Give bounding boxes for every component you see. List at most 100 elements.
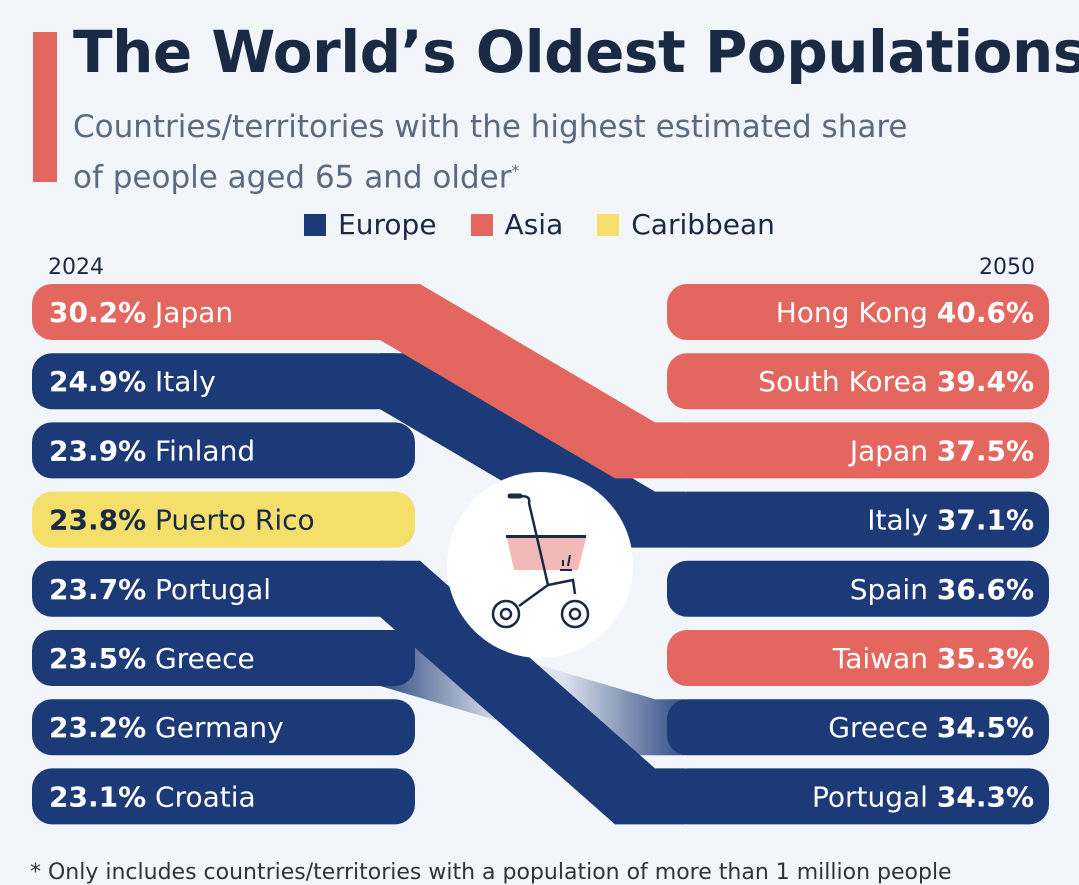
- value-label: 35.3%: [937, 642, 1034, 675]
- value-label: 37.1%: [937, 504, 1034, 537]
- bar-label: South Korea 39.4%: [758, 365, 1034, 398]
- subtitle-line-2: of people aged 65 and older: [73, 159, 512, 196]
- chart-title: The World’s Oldest Populations: [73, 18, 1079, 86]
- right-bar-hong-kong: Hong Kong 40.6%: [667, 284, 1049, 340]
- right-year-label: 2050: [979, 255, 1035, 280]
- bar-shape: [32, 560, 415, 617]
- right-bar-greece: Greece 34.5%: [667, 699, 1049, 756]
- bar-shape: [667, 284, 1049, 340]
- flow-band-italy: [380, 353, 685, 548]
- bar-label: Spain 36.6%: [850, 573, 1034, 606]
- country-label: Portugal: [146, 573, 271, 606]
- left-bar-portugal: 23.7% Portugal: [32, 560, 415, 617]
- bar-shape: [667, 630, 1049, 686]
- bar-label: Hong Kong 40.6%: [776, 296, 1034, 329]
- bar-label: 23.8% Puerto Rico: [49, 504, 315, 537]
- bar-label: 23.1% Croatia: [49, 780, 256, 813]
- value-label: 23.9%: [49, 434, 146, 467]
- flow-band-japan: [380, 284, 685, 479]
- bar-shape: [667, 768, 1049, 825]
- value-label: 34.5%: [937, 711, 1034, 744]
- value-label: 23.8%: [49, 504, 146, 537]
- legend-swatch: [470, 213, 493, 236]
- bar-shape: [32, 353, 415, 410]
- legend-item-caribbean: Caribbean: [597, 208, 775, 241]
- right-bar-taiwan: Taiwan 35.3%: [667, 630, 1049, 686]
- footnote: * Only includes countries/territories wi…: [30, 860, 952, 885]
- chart-subtitle: Countries/territories with the highest e…: [73, 106, 1063, 199]
- title-accent-bar: [33, 32, 57, 182]
- bar-shape: [32, 630, 415, 686]
- bar-shape: [667, 560, 1049, 617]
- bar-shape: [667, 353, 1049, 410]
- value-label: 34.3%: [937, 780, 1034, 813]
- value-label: 40.6%: [937, 296, 1034, 329]
- bar-label: Japan 37.5%: [848, 434, 1034, 467]
- country-label: South Korea: [758, 365, 937, 398]
- left-bar-germany: 23.2% Germany: [32, 699, 415, 756]
- right-bar-portugal: Portugal 34.3%: [667, 768, 1049, 825]
- bar-label: Portugal 34.3%: [812, 780, 1034, 813]
- legend-swatch: [304, 213, 327, 236]
- country-label: Greece: [828, 711, 937, 744]
- left-bar-italy: 24.9% Italy: [32, 353, 415, 410]
- bar-label: Greece 34.5%: [828, 711, 1034, 744]
- value-label: 24.9%: [49, 365, 146, 398]
- bar-shape: [667, 422, 1049, 479]
- bar-label: 23.5% Greece: [49, 642, 255, 675]
- country-label: Italy: [867, 504, 937, 537]
- legend-item-asia: Asia: [470, 208, 563, 241]
- subtitle-line-1: Countries/territories with the highest e…: [73, 109, 908, 145]
- right-bar-italy: Italy 37.1%: [667, 491, 1049, 548]
- rollator-walker-icon: [447, 472, 633, 658]
- left-bar-finland: 23.9% Finland: [32, 422, 415, 479]
- country-label: Japan: [848, 434, 937, 467]
- country-label: Hong Kong: [776, 296, 937, 329]
- value-label: 23.2%: [49, 711, 146, 744]
- right-bar-japan: Japan 37.5%: [667, 422, 1049, 479]
- bar-shape: [32, 422, 415, 479]
- country-label: Taiwan: [832, 642, 937, 675]
- value-label: 30.2%: [49, 296, 146, 329]
- right-bar-south-korea: South Korea 39.4%: [667, 353, 1049, 410]
- bar-shape: [32, 699, 415, 756]
- left-year-label: 2024: [48, 255, 104, 280]
- legend-swatch: [597, 213, 620, 236]
- bar-label: Italy 37.1%: [867, 504, 1034, 537]
- bar-label: 23.7% Portugal: [49, 573, 271, 606]
- country-label: Spain: [850, 573, 937, 606]
- bar-label: Taiwan 35.3%: [832, 642, 1034, 675]
- country-label: Portugal: [812, 780, 937, 813]
- value-label: 39.4%: [937, 365, 1034, 398]
- country-label: Puerto Rico: [146, 504, 315, 537]
- bar-shape: [32, 491, 415, 548]
- country-label: Italy: [146, 365, 216, 398]
- country-label: Finland: [146, 434, 255, 467]
- legend: Europe Asia Caribbean: [0, 208, 1079, 241]
- subtitle-footnote-mark: *: [511, 161, 520, 180]
- bar-label: 23.2% Germany: [49, 711, 284, 744]
- bar-label: 24.9% Italy: [49, 365, 216, 398]
- value-label: 23.7%: [49, 573, 146, 606]
- bar-label: 30.2% Japan: [49, 296, 233, 329]
- value-label: 23.5%: [49, 642, 146, 675]
- bar-shape: [667, 699, 1049, 756]
- bar-shape: [32, 768, 415, 825]
- country-label: Greece: [146, 642, 255, 675]
- bar-shape: [32, 284, 415, 340]
- bar-shape: [667, 491, 1049, 548]
- right-bar-spain: Spain 36.6%: [667, 560, 1049, 617]
- country-label: Germany: [146, 711, 284, 744]
- country-label: Japan: [146, 296, 233, 329]
- value-label: 37.5%: [937, 434, 1034, 467]
- country-label: Croatia: [146, 780, 256, 813]
- legend-item-europe: Europe: [304, 208, 437, 241]
- left-bar-croatia: 23.1% Croatia: [32, 768, 415, 825]
- value-label: 23.1%: [49, 780, 146, 813]
- value-label: 36.6%: [937, 573, 1034, 606]
- left-bar-puerto-rico: 23.8% Puerto Rico: [32, 491, 415, 548]
- left-bar-japan: 30.2% Japan: [32, 284, 415, 340]
- left-bar-greece: 23.5% Greece: [32, 630, 415, 686]
- bar-label: 23.9% Finland: [49, 434, 255, 467]
